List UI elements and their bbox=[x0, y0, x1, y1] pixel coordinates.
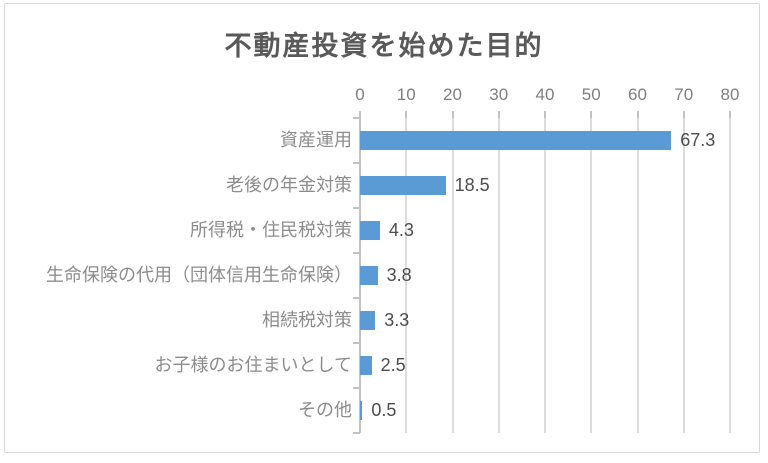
category-axis-tick bbox=[353, 252, 360, 254]
x-tick-label: 0 bbox=[355, 85, 365, 104]
category-axis-tick bbox=[353, 207, 360, 209]
bar bbox=[360, 131, 672, 150]
category-axis-tick bbox=[353, 387, 360, 389]
data-label: 2.5 bbox=[380, 355, 406, 375]
axis-tick bbox=[729, 111, 731, 118]
category-label: お子様のお住まいとして bbox=[154, 355, 352, 375]
category-axis-tick bbox=[353, 117, 360, 119]
gridline bbox=[451, 118, 454, 433]
category-label: 所得税・住民税対策 bbox=[190, 220, 352, 240]
axis-tick bbox=[544, 111, 546, 118]
gridline bbox=[590, 118, 593, 433]
axis-tick bbox=[359, 111, 361, 118]
x-tick-label: 30 bbox=[489, 85, 509, 104]
x-tick-label: 60 bbox=[628, 85, 647, 104]
category-axis-tick bbox=[353, 342, 360, 344]
data-label: 18.5 bbox=[454, 175, 490, 195]
x-tick-label: 70 bbox=[674, 85, 694, 104]
bar bbox=[360, 401, 363, 420]
data-label: 67.3 bbox=[680, 130, 716, 150]
gridline bbox=[405, 118, 408, 433]
gridline bbox=[636, 118, 639, 433]
category-label: 老後の年金対策 bbox=[226, 175, 352, 195]
gridline bbox=[497, 118, 500, 433]
bar bbox=[360, 356, 372, 375]
axis-tick bbox=[590, 111, 593, 118]
chart-outer-border bbox=[4, 3, 760, 453]
category-label: その他 bbox=[298, 400, 352, 420]
axis-tick bbox=[636, 111, 639, 118]
axis-tick bbox=[682, 111, 685, 118]
category-axis-tick bbox=[353, 162, 360, 164]
category-label: 資産運用 bbox=[280, 130, 352, 150]
x-tick-label: 20 bbox=[443, 85, 462, 104]
chart-title: 不動産投資を始めた目的 bbox=[224, 31, 544, 61]
gridline bbox=[682, 118, 685, 433]
data-label: 4.3 bbox=[388, 220, 414, 240]
category-axis-tick bbox=[353, 432, 360, 434]
category-label: 相続税対策 bbox=[262, 310, 352, 330]
bar bbox=[360, 266, 378, 285]
category-label: 生命保険の代用（団体信用生命保険） bbox=[46, 265, 352, 285]
bar bbox=[360, 176, 446, 195]
x-tick-label: 40 bbox=[535, 85, 555, 104]
gridline bbox=[544, 118, 546, 433]
x-tick-label: 50 bbox=[581, 85, 601, 104]
axis-tick bbox=[405, 111, 408, 118]
data-label: 3.8 bbox=[386, 265, 412, 285]
data-label: 3.3 bbox=[384, 310, 410, 330]
category-axis-tick bbox=[353, 297, 360, 299]
bar bbox=[360, 311, 376, 330]
x-tick-label: 80 bbox=[720, 85, 740, 104]
data-label: 0.5 bbox=[371, 400, 397, 420]
gridline bbox=[729, 118, 731, 433]
axis-tick bbox=[497, 111, 500, 118]
x-tick-label: 10 bbox=[396, 85, 416, 104]
axis-tick bbox=[451, 111, 454, 118]
bar bbox=[360, 221, 380, 240]
